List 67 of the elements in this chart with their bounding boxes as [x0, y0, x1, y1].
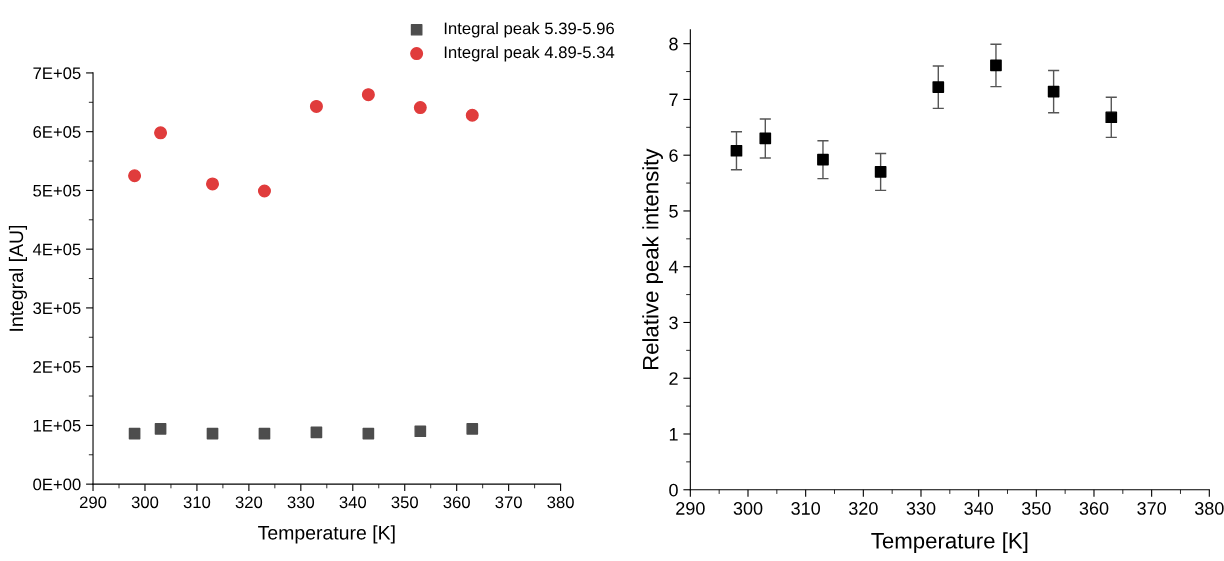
point [414, 425, 427, 438]
point [128, 427, 141, 440]
point [413, 101, 427, 115]
x-tick-label: 350 [391, 496, 418, 509]
x-tick-label: 370 [495, 496, 522, 509]
point [817, 153, 829, 166]
y-tick-label: 4E+05 [32, 243, 81, 256]
y-tick-label: 7E+05 [33, 67, 81, 80]
y-tick-label: 6 [669, 149, 678, 162]
point [154, 423, 167, 435]
x-tick-label: 300 [733, 502, 763, 515]
point [759, 132, 772, 145]
x-tick-label: 350 [1021, 502, 1051, 515]
point [310, 426, 323, 439]
x-axis-title: Temperature [K] [258, 525, 395, 544]
point [1105, 111, 1118, 124]
point [128, 169, 142, 183]
x-tick-label: 300 [131, 496, 159, 509]
point [361, 88, 375, 102]
y-tick-label: 0E+00 [33, 478, 81, 491]
point [362, 427, 375, 440]
point [1047, 85, 1060, 98]
x-tick-label: 290 [676, 502, 705, 515]
y-axis-title: Relative peak intensity [642, 148, 663, 370]
y-axis-title: Integral [AU] [8, 225, 28, 331]
x-tick-label: 330 [287, 496, 315, 509]
x-tick-label: 320 [235, 496, 263, 509]
x-tick-label: 290 [79, 496, 107, 509]
point [309, 99, 323, 113]
x-tick-label: 340 [339, 496, 367, 509]
y-tick-label: 3E+05 [33, 302, 81, 315]
point [874, 166, 887, 178]
legend-label: Integral peak 5.39-5.96 [444, 22, 614, 38]
y-tick-label: 4 [668, 260, 678, 274]
y-tick-label: 2E+05 [33, 361, 81, 373]
point [990, 59, 1002, 72]
point [465, 108, 479, 122]
x-tick-label: 320 [848, 502, 878, 515]
y-tick-label: 5E+05 [33, 184, 81, 197]
point [206, 177, 220, 191]
point [932, 81, 945, 94]
x-tick-label: 370 [1137, 502, 1167, 515]
point [154, 126, 168, 140]
y-tick-label: 6E+05 [33, 126, 81, 138]
x-tick-label: 360 [443, 496, 470, 509]
x-tick-label: 380 [1194, 502, 1224, 515]
y-tick-label: 2 [669, 372, 678, 385]
point [257, 184, 271, 198]
x-tick-label: 340 [964, 502, 994, 515]
y-tick-label: 3 [669, 316, 678, 330]
y-tick-label: 7 [669, 93, 678, 106]
x-tick-label: 380 [547, 496, 574, 509]
y-tick-label: 0 [669, 483, 678, 497]
x-tick-label: 360 [1079, 502, 1109, 515]
point [730, 144, 743, 157]
point [206, 427, 219, 440]
x-tick-label: 330 [906, 502, 936, 515]
y-tick-label: 1E+05 [33, 419, 81, 432]
y-tick-label: 5 [669, 205, 678, 218]
point [466, 423, 479, 435]
y-tick-label: 8 [669, 37, 678, 51]
point [258, 427, 271, 440]
x-axis-title: Temperature [K] [871, 532, 1028, 553]
legend-label: Integral peak 4.89-5.34 [444, 45, 615, 62]
y-tick-label: 1 [669, 428, 678, 441]
x-tick-label: 310 [791, 502, 821, 515]
x-tick-label: 310 [183, 496, 211, 509]
